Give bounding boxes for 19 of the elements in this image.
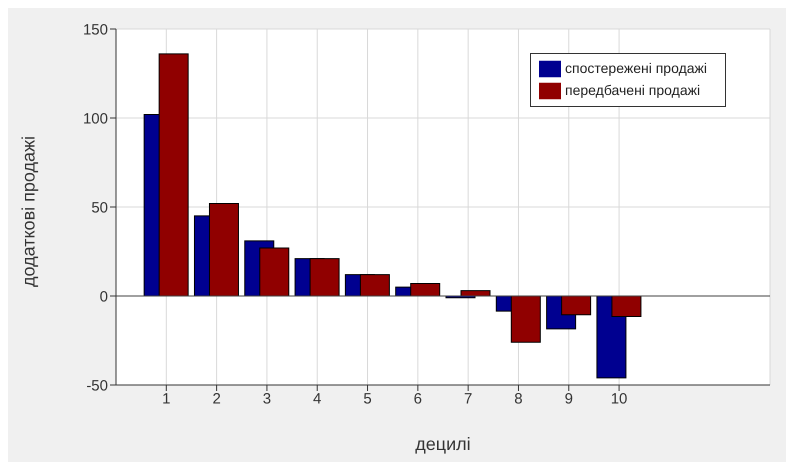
legend-label: передбачені продажі bbox=[565, 82, 700, 98]
x-tick-label: 2 bbox=[212, 390, 221, 408]
x-axis-title: децилі bbox=[415, 434, 471, 454]
x-tick-label: 10 bbox=[610, 390, 628, 408]
x-tick-label: 3 bbox=[262, 390, 272, 408]
x-tick-label: 4 bbox=[313, 390, 322, 408]
y-tick-label: 0 bbox=[100, 288, 108, 306]
x-tick-label: 5 bbox=[363, 390, 372, 408]
x-tick-label: 7 bbox=[464, 390, 472, 408]
legend-label: спостережені продажі bbox=[565, 60, 707, 76]
x-tick-label: 9 bbox=[564, 390, 573, 408]
x-tick-label: 1 bbox=[162, 390, 170, 408]
y-tick-label: 100 bbox=[82, 110, 108, 128]
x-tick-label: 6 bbox=[414, 390, 422, 408]
y-tick-label: 50 bbox=[91, 199, 108, 216]
x-tick-label: 8 bbox=[514, 390, 523, 408]
y-tick-label: -50 bbox=[86, 377, 108, 394]
y-tick-label: 150 bbox=[82, 21, 108, 38]
y-axis-title: додаткові продажі bbox=[18, 136, 38, 287]
